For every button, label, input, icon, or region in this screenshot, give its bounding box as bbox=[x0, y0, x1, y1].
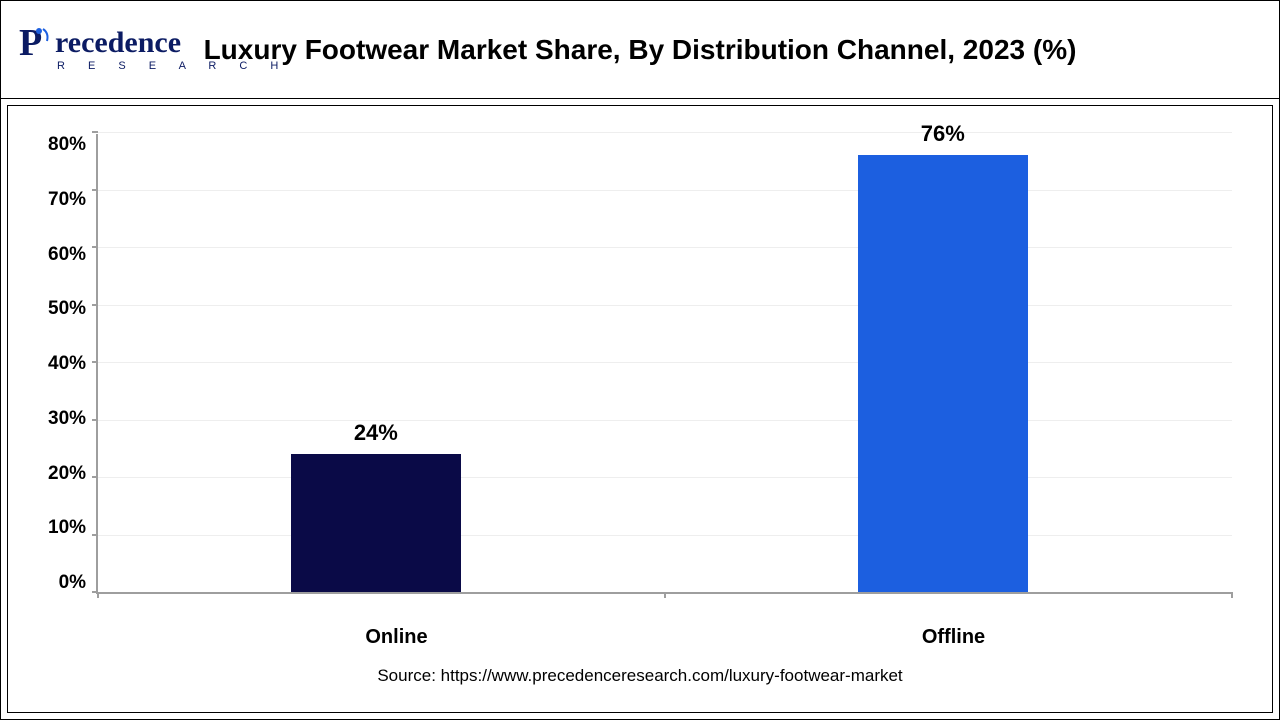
bar: 24% bbox=[291, 454, 461, 592]
plot-region: 24% 76% bbox=[96, 134, 1232, 594]
chart-title: Luxury Footwear Market Share, By Distrib… bbox=[167, 32, 1113, 67]
bar: 76% bbox=[858, 155, 1028, 592]
plot-wrap: 80% 70% 60% 50% 40% 30% 20% 10% 0% 24% 76… bbox=[48, 134, 1232, 618]
y-tick-mark bbox=[92, 246, 98, 248]
y-tick-mark bbox=[92, 189, 98, 191]
y-tick-mark bbox=[92, 534, 98, 536]
bar-value-label: 24% bbox=[291, 420, 461, 446]
grid-line bbox=[98, 420, 1232, 421]
chart-container: P recedence R E S E A R C H Luxury Footw… bbox=[0, 0, 1280, 720]
y-tick-mark bbox=[92, 131, 98, 133]
y-tick-label: 30% bbox=[48, 408, 86, 430]
y-tick-label: 20% bbox=[48, 463, 86, 485]
grid-line bbox=[98, 535, 1232, 536]
y-tick-label: 70% bbox=[48, 189, 86, 211]
bar-value-label: 76% bbox=[858, 121, 1028, 147]
y-tick-label: 40% bbox=[48, 353, 86, 375]
y-tick-mark bbox=[92, 476, 98, 478]
grid-line bbox=[98, 132, 1232, 133]
y-tick-mark bbox=[92, 361, 98, 363]
chart-area: 80% 70% 60% 50% 40% 30% 20% 10% 0% 24% 76… bbox=[7, 105, 1273, 713]
x-tick-mark bbox=[664, 592, 666, 598]
x-tick-label: Online bbox=[118, 626, 675, 649]
y-tick-label: 0% bbox=[59, 572, 86, 594]
y-tick-label: 10% bbox=[48, 517, 86, 539]
x-tick-mark bbox=[1231, 592, 1233, 598]
y-tick-label: 60% bbox=[48, 244, 86, 266]
y-tick-mark bbox=[92, 419, 98, 421]
x-tick-mark bbox=[97, 592, 99, 598]
x-tick-label: Offline bbox=[675, 626, 1232, 649]
header-row: P recedence R E S E A R C H Luxury Footw… bbox=[1, 1, 1279, 99]
logo-mark-icon: P bbox=[19, 25, 53, 74]
source-citation: Source: https://www.precedenceresearch.c… bbox=[48, 658, 1232, 692]
logo-text-wrap: recedence R E S E A R C H bbox=[55, 28, 288, 72]
y-tick-label: 50% bbox=[48, 298, 86, 320]
y-tick-label: 80% bbox=[48, 134, 86, 156]
y-axis-labels: 80% 70% 60% 50% 40% 30% 20% 10% 0% bbox=[48, 134, 96, 594]
grid-line bbox=[98, 190, 1232, 191]
x-axis-labels: Online Offline bbox=[118, 618, 1232, 658]
y-tick-mark bbox=[92, 304, 98, 306]
logo-brand-subtext: R E S E A R C H bbox=[57, 60, 288, 72]
logo-brand-text: recedence bbox=[55, 28, 288, 58]
grid-line bbox=[98, 362, 1232, 363]
grid-line bbox=[98, 477, 1232, 478]
grid-line bbox=[98, 247, 1232, 248]
brand-logo: P recedence R E S E A R C H bbox=[19, 25, 288, 74]
grid-line bbox=[98, 305, 1232, 306]
